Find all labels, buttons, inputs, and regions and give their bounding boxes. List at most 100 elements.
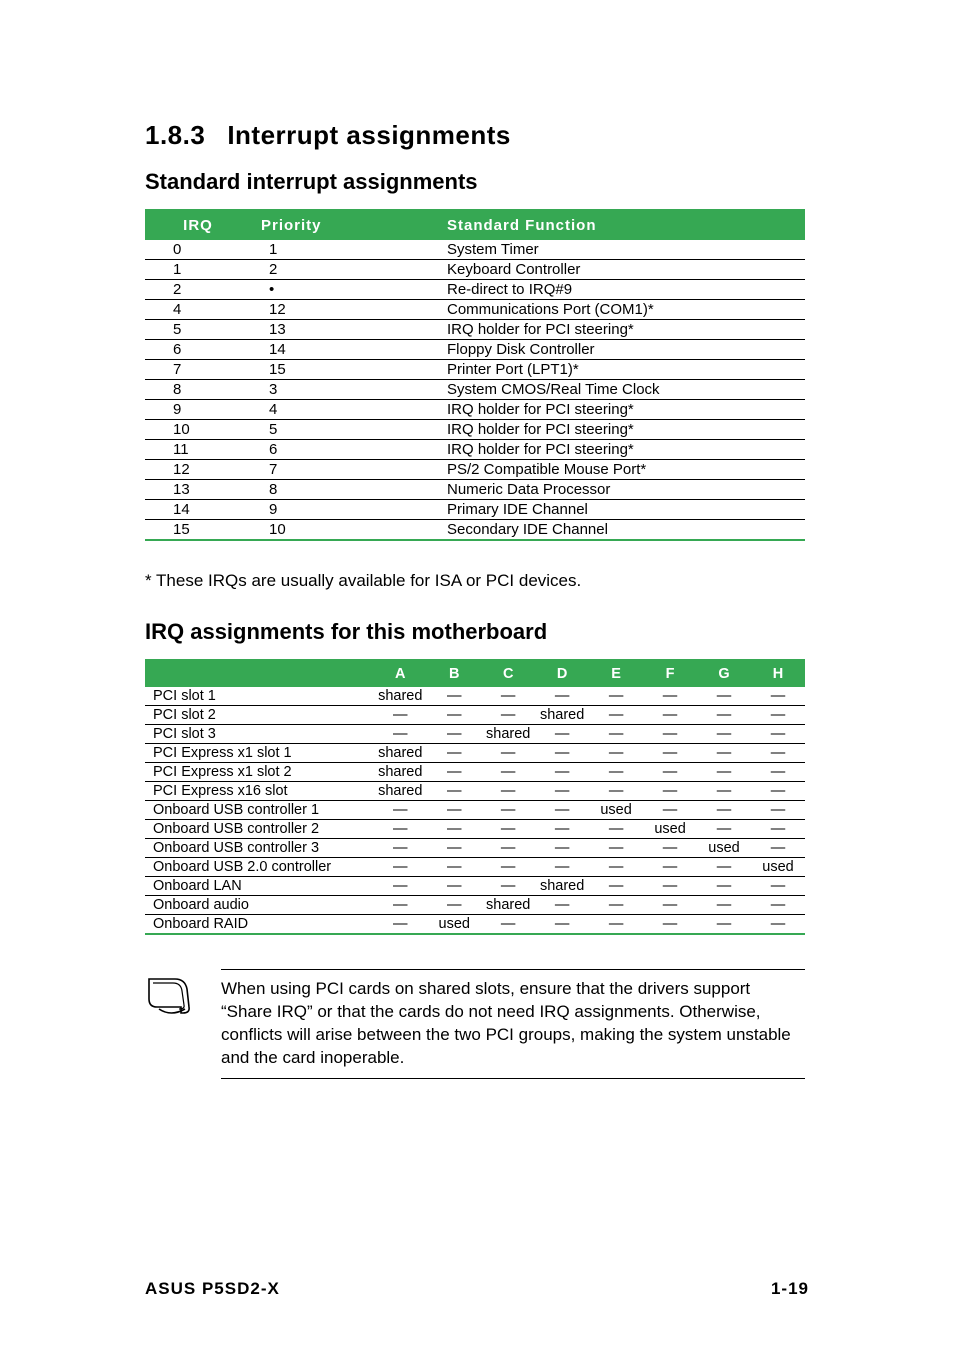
cell-priority: 1 xyxy=(251,240,439,260)
cell-priority: 12 xyxy=(251,300,439,320)
cell-irq: 6 xyxy=(145,340,251,360)
cell: — xyxy=(643,858,697,877)
cell-function: PS/2 Compatible Mouse Port* xyxy=(439,460,805,480)
cell: — xyxy=(481,801,535,820)
table-row: 127PS/2 Compatible Mouse Port* xyxy=(145,460,805,480)
row-label: PCI Express x1 slot 2 xyxy=(145,763,373,782)
footnote: * These IRQs are usually available for I… xyxy=(145,571,809,591)
col-header-blank xyxy=(145,661,373,687)
cell: — xyxy=(643,915,697,934)
cell: — xyxy=(751,725,805,744)
cell: — xyxy=(427,839,481,858)
table-row: 12Keyboard Controller xyxy=(145,260,805,280)
cell: shared xyxy=(373,782,427,801)
cell-irq: 2 xyxy=(145,280,251,300)
cell: — xyxy=(481,820,535,839)
cell: — xyxy=(643,801,697,820)
subheading-motherboard: IRQ assignments for this motherboard xyxy=(145,619,809,645)
table-row: PCI Express x1 slot 1shared——————— xyxy=(145,744,805,763)
cell-priority: 10 xyxy=(251,520,439,540)
cell: — xyxy=(535,896,589,915)
cell: — xyxy=(589,896,643,915)
col-header-function: Standard Function xyxy=(439,211,805,240)
table-row: Onboard USB controller 3——————used— xyxy=(145,839,805,858)
table-row: Onboard USB controller 1————used——— xyxy=(145,801,805,820)
row-label: Onboard RAID xyxy=(145,915,373,934)
subheading-standard: Standard interrupt assignments xyxy=(145,169,809,195)
table-row: Onboard USB 2.0 controller———————used xyxy=(145,858,805,877)
table-row: Onboard RAID—used—————— xyxy=(145,915,805,934)
cell-priority: 9 xyxy=(251,500,439,520)
cell-irq: 12 xyxy=(145,460,251,480)
cell: — xyxy=(535,858,589,877)
row-label: PCI Express x1 slot 1 xyxy=(145,744,373,763)
cell: — xyxy=(427,801,481,820)
cell: — xyxy=(589,839,643,858)
col-header-g: G xyxy=(697,661,751,687)
table-row: PCI Express x16 slotshared——————— xyxy=(145,782,805,801)
cell: — xyxy=(589,706,643,725)
cell-function: Printer Port (LPT1)* xyxy=(439,360,805,380)
row-label: Onboard USB controller 1 xyxy=(145,801,373,820)
row-label: PCI Express x16 slot xyxy=(145,782,373,801)
cell-function: Secondary IDE Channel xyxy=(439,520,805,540)
section-number: 1.8.3 xyxy=(145,120,205,150)
cell-function: System CMOS/Real Time Clock xyxy=(439,380,805,400)
cell: — xyxy=(427,782,481,801)
table-row: Onboard LAN———shared———— xyxy=(145,877,805,896)
cell: — xyxy=(535,801,589,820)
cell: used xyxy=(751,858,805,877)
cell-priority: 13 xyxy=(251,320,439,340)
table-row: 105IRQ holder for PCI steering* xyxy=(145,420,805,440)
cell: — xyxy=(643,839,697,858)
cell: — xyxy=(589,820,643,839)
cell-function: Communications Port (COM1)* xyxy=(439,300,805,320)
cell-priority: 6 xyxy=(251,440,439,460)
cell-irq: 8 xyxy=(145,380,251,400)
row-label: Onboard USB controller 3 xyxy=(145,839,373,858)
motherboard-irq-table-wrap: ABCDEFGH PCI slot 1shared———————PCI slot… xyxy=(145,659,805,935)
cell: — xyxy=(535,782,589,801)
cell-function: Keyboard Controller xyxy=(439,260,805,280)
cell: shared xyxy=(481,896,535,915)
col-header-d: D xyxy=(535,661,589,687)
cell: — xyxy=(697,706,751,725)
cell: — xyxy=(697,858,751,877)
cell: — xyxy=(697,687,751,706)
table-row: 513IRQ holder for PCI steering* xyxy=(145,320,805,340)
note-block: When using PCI cards on shared slots, en… xyxy=(145,969,805,1079)
cell: — xyxy=(535,687,589,706)
cell-function: IRQ holder for PCI steering* xyxy=(439,320,805,340)
cell: — xyxy=(427,744,481,763)
note-text: When using PCI cards on shared slots, en… xyxy=(221,969,805,1079)
cell: shared xyxy=(535,706,589,725)
cell-function: Re-direct to IRQ#9 xyxy=(439,280,805,300)
cell: — xyxy=(373,706,427,725)
table-row: 83System CMOS/Real Time Clock xyxy=(145,380,805,400)
cell: — xyxy=(373,896,427,915)
cell: — xyxy=(589,915,643,934)
cell: — xyxy=(697,763,751,782)
cell: — xyxy=(751,706,805,725)
cell: — xyxy=(373,915,427,934)
cell: shared xyxy=(535,877,589,896)
cell: used xyxy=(427,915,481,934)
section-heading: 1.8.3Interrupt assignments xyxy=(145,120,809,151)
row-label: PCI slot 1 xyxy=(145,687,373,706)
cell: — xyxy=(697,896,751,915)
cell: — xyxy=(589,763,643,782)
cell: used xyxy=(643,820,697,839)
cell: — xyxy=(751,801,805,820)
table-row: PCI Express x1 slot 2shared——————— xyxy=(145,763,805,782)
col-header-f: F xyxy=(643,661,697,687)
cell: — xyxy=(751,820,805,839)
cell-function: IRQ holder for PCI steering* xyxy=(439,420,805,440)
row-label: PCI slot 3 xyxy=(145,725,373,744)
table-row: 116IRQ holder for PCI steering* xyxy=(145,440,805,460)
col-header-b: B xyxy=(427,661,481,687)
note-icon xyxy=(145,977,193,1022)
table-row: 715Printer Port (LPT1)* xyxy=(145,360,805,380)
cell: — xyxy=(535,915,589,934)
cell: — xyxy=(589,744,643,763)
table-row: 2•Re-direct to IRQ#9 xyxy=(145,280,805,300)
